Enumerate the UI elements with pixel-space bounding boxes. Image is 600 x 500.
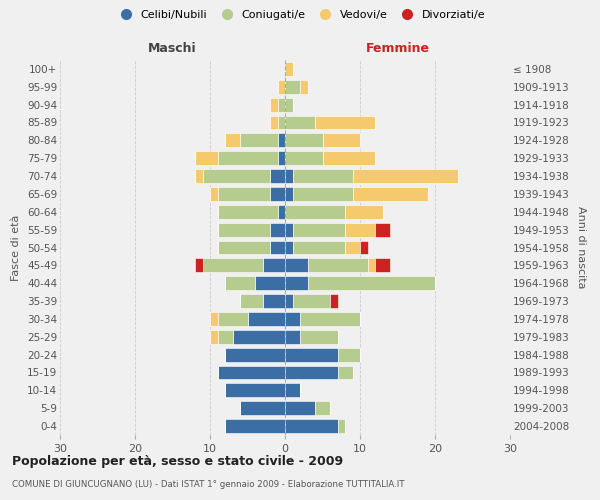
Bar bbox=[240, 401, 285, 415]
Bar bbox=[360, 240, 367, 254]
Bar bbox=[285, 116, 315, 130]
Bar bbox=[285, 62, 293, 76]
Bar bbox=[285, 151, 323, 165]
Bar bbox=[218, 222, 270, 236]
Bar bbox=[285, 330, 300, 344]
Bar bbox=[285, 205, 345, 219]
Bar bbox=[277, 134, 285, 147]
Bar bbox=[210, 330, 218, 344]
Bar bbox=[285, 401, 315, 415]
Bar bbox=[203, 258, 263, 272]
Bar bbox=[285, 258, 308, 272]
Bar bbox=[240, 294, 263, 308]
Bar bbox=[218, 312, 248, 326]
Bar bbox=[285, 222, 293, 236]
Bar bbox=[337, 366, 353, 380]
Bar bbox=[263, 258, 285, 272]
Bar bbox=[248, 312, 285, 326]
Text: Popolazione per età, sesso e stato civile - 2009: Popolazione per età, sesso e stato civil… bbox=[12, 455, 343, 468]
Bar bbox=[277, 151, 285, 165]
Bar bbox=[345, 222, 375, 236]
Bar bbox=[293, 294, 330, 308]
Bar bbox=[315, 116, 375, 130]
Bar bbox=[225, 384, 285, 398]
Bar bbox=[277, 80, 285, 94]
Bar bbox=[225, 348, 285, 362]
Bar bbox=[375, 258, 390, 272]
Bar bbox=[270, 169, 285, 183]
Bar bbox=[345, 240, 360, 254]
Bar bbox=[337, 348, 360, 362]
Text: Femmine: Femmine bbox=[365, 42, 430, 54]
Legend: Celibi/Nubili, Coniugati/e, Vedovi/e, Divorziati/e: Celibi/Nubili, Coniugati/e, Vedovi/e, Di… bbox=[110, 6, 490, 25]
Y-axis label: Anni di nascita: Anni di nascita bbox=[576, 206, 586, 289]
Bar bbox=[367, 258, 375, 272]
Y-axis label: Fasce di età: Fasce di età bbox=[11, 214, 22, 280]
Bar bbox=[203, 169, 270, 183]
Bar bbox=[323, 134, 360, 147]
Bar bbox=[270, 98, 277, 112]
Bar bbox=[315, 401, 330, 415]
Bar bbox=[218, 205, 277, 219]
Bar bbox=[293, 222, 345, 236]
Bar bbox=[285, 98, 293, 112]
Text: Maschi: Maschi bbox=[148, 42, 197, 54]
Bar bbox=[255, 276, 285, 290]
Bar bbox=[293, 240, 345, 254]
Bar bbox=[293, 169, 353, 183]
Bar bbox=[353, 187, 427, 201]
Bar bbox=[323, 151, 375, 165]
Bar bbox=[240, 134, 277, 147]
Bar bbox=[375, 222, 390, 236]
Bar bbox=[270, 222, 285, 236]
Bar bbox=[233, 330, 285, 344]
Bar bbox=[285, 240, 293, 254]
Bar bbox=[218, 151, 277, 165]
Bar bbox=[285, 276, 308, 290]
Bar bbox=[195, 169, 203, 183]
Bar bbox=[300, 330, 337, 344]
Bar bbox=[285, 134, 323, 147]
Bar bbox=[293, 187, 353, 201]
Bar bbox=[285, 384, 300, 398]
Bar bbox=[285, 312, 300, 326]
Bar bbox=[353, 169, 458, 183]
Bar bbox=[277, 205, 285, 219]
Bar bbox=[308, 258, 367, 272]
Bar bbox=[263, 294, 285, 308]
Bar bbox=[308, 276, 435, 290]
Bar bbox=[225, 276, 255, 290]
Bar bbox=[277, 116, 285, 130]
Bar bbox=[218, 366, 285, 380]
Bar bbox=[210, 312, 218, 326]
Bar bbox=[218, 330, 233, 344]
Bar bbox=[345, 205, 383, 219]
Bar bbox=[285, 169, 293, 183]
Bar bbox=[195, 258, 203, 272]
Bar bbox=[285, 419, 337, 433]
Bar bbox=[285, 80, 300, 94]
Bar bbox=[270, 187, 285, 201]
Bar bbox=[277, 98, 285, 112]
Bar bbox=[285, 348, 337, 362]
Bar bbox=[225, 134, 240, 147]
Bar bbox=[270, 116, 277, 130]
Bar bbox=[270, 240, 285, 254]
Bar bbox=[218, 240, 270, 254]
Bar bbox=[218, 187, 270, 201]
Bar bbox=[300, 312, 360, 326]
Bar bbox=[285, 366, 337, 380]
Bar bbox=[285, 187, 293, 201]
Bar bbox=[300, 80, 308, 94]
Bar bbox=[330, 294, 337, 308]
Bar bbox=[210, 187, 218, 201]
Bar bbox=[225, 419, 285, 433]
Bar bbox=[285, 294, 293, 308]
Bar bbox=[337, 419, 345, 433]
Bar bbox=[195, 151, 218, 165]
Text: COMUNE DI GIUNCUGNANO (LU) - Dati ISTAT 1° gennaio 2009 - Elaborazione TUTTITALI: COMUNE DI GIUNCUGNANO (LU) - Dati ISTAT … bbox=[12, 480, 404, 489]
